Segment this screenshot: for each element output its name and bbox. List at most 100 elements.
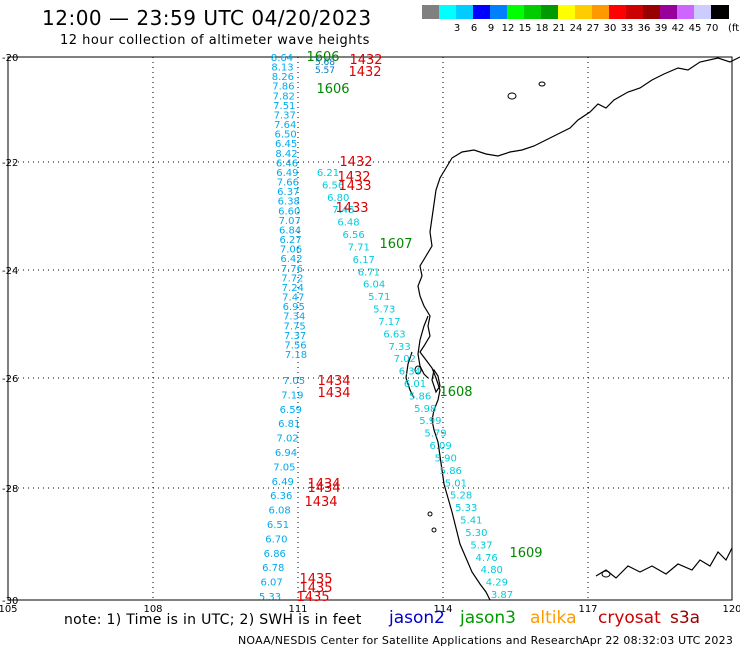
swh-value: 5.90 <box>435 454 457 465</box>
swh-value: 6.42 <box>280 254 302 265</box>
note-text: note: 1) Time is in UTC; 2) SWH is in fe… <box>64 612 362 628</box>
scale-label: 15 <box>518 23 532 34</box>
pass-time-jason3: 1608 <box>439 385 472 400</box>
swh-value: 6.49 <box>272 477 294 488</box>
scale-label: 12 <box>501 23 515 34</box>
wave-height-observations: 8.648.138.267.867.827.517.377.646.506.45… <box>259 50 543 605</box>
pass-time-cryosat: 1432 <box>337 170 370 185</box>
latitude-label: -30 <box>2 596 18 607</box>
pass-time-cryosat: 1432 <box>348 65 381 80</box>
swh-value: 6.50 <box>274 130 296 141</box>
swh-value: 6.70 <box>265 534 287 545</box>
swh-value: 3.87 <box>491 590 513 601</box>
swh-value: 6.08 <box>268 506 290 517</box>
shark-bay-peninsula <box>417 315 429 379</box>
scale-swatch <box>592 5 610 19</box>
swh-value: 8.64 <box>271 53 293 64</box>
swh-value: 7.17 <box>378 317 400 328</box>
swh-value: 6.81 <box>278 419 300 430</box>
map-title: 12:00 — 23:59 UTC 04/20/2023 <box>42 6 372 30</box>
swh-value: 6.56 <box>322 180 344 191</box>
pass-time-jason3: 1606 <box>316 82 349 97</box>
longitude-label: 114 <box>433 604 452 615</box>
legend-jason3: jason3 <box>460 608 516 628</box>
legend-altika: altika <box>530 608 577 628</box>
legend-jason2: jason2 <box>389 608 445 628</box>
pass-time-jason3: 1609 <box>509 546 542 561</box>
island-4 <box>431 527 437 533</box>
swh-value: 7.02 <box>276 434 298 445</box>
latitude-label: -28 <box>2 484 18 495</box>
swh-value: 6.84 <box>279 226 301 237</box>
swh-value: 5.41 <box>460 516 482 527</box>
swh-value: 7.82 <box>273 91 295 102</box>
scale-swatch <box>490 5 508 19</box>
swh-value: 5.33 <box>259 592 281 603</box>
scale-label: 27 <box>586 23 600 34</box>
scale-swatch <box>524 5 542 19</box>
swh-value: 7.47 <box>282 293 304 304</box>
swh-value: 7.05 <box>283 376 305 387</box>
scale-label: 18 <box>535 23 549 34</box>
map-gridlines <box>8 57 732 600</box>
swh-value: 6.80 <box>327 193 349 204</box>
scale-swatch <box>643 5 661 19</box>
scale-swatch <box>422 5 440 19</box>
peron-peninsula <box>431 368 441 394</box>
swh-value: 5.86 <box>440 466 462 477</box>
swh-value: 5.73 <box>373 305 395 316</box>
pass-time-jason3: 1607 <box>379 237 412 252</box>
swh-value: 5.98 <box>414 404 436 415</box>
pass-time-cryosat: 1434 <box>317 386 350 401</box>
southern-coast-bay <box>595 547 733 579</box>
swh-value: 5.30 <box>465 528 487 539</box>
swh-value: 7.24 <box>282 283 304 294</box>
swh-value: 5.37 <box>470 540 492 551</box>
swh-value: 7.34 <box>283 312 305 323</box>
scale-label: 9 <box>487 23 495 34</box>
swh-value: 6.71 <box>358 267 380 278</box>
swh-value: 7.75 <box>283 321 305 332</box>
swh-value: 6.86 <box>264 549 286 560</box>
swh-value: 8.26 <box>272 72 294 83</box>
scale-swatch <box>575 5 593 19</box>
swh-value: 6.21 <box>317 168 339 179</box>
swh-value: 4.76 <box>475 553 497 564</box>
scale-swatch <box>677 5 695 19</box>
scale-label: 3 <box>453 23 461 34</box>
longitude-label: 120 <box>722 604 740 615</box>
scale-label: 6 <box>470 23 478 34</box>
longitude-label: 117 <box>578 604 597 615</box>
latitude-label: -26 <box>2 374 18 385</box>
longitude-label: 105 <box>0 604 18 615</box>
scale-swatch <box>439 5 457 19</box>
latitude-label: -22 <box>2 158 18 169</box>
pass-time-cryosat: 1433 <box>338 179 371 194</box>
swh-value: 6.60 <box>278 206 300 217</box>
scale-label: 45 <box>688 23 702 34</box>
longitude-label: 111 <box>288 604 307 615</box>
island-2 <box>538 81 546 87</box>
scale-label: 33 <box>620 23 634 34</box>
scale-swatch <box>558 5 576 19</box>
swh-value: 6.34 <box>399 367 421 378</box>
pass-time-cryosat: 1432 <box>339 155 372 170</box>
swh-value: 6.45 <box>275 139 297 150</box>
swh-value: 7.71 <box>348 243 370 254</box>
swh-value: 6.09 <box>429 441 451 452</box>
scale-label: 36 <box>637 23 651 34</box>
scale-swatch <box>456 5 474 19</box>
latitude-label: -20 <box>2 53 18 64</box>
island-5 <box>414 365 422 375</box>
pass-time-cryosat: 1432 <box>349 53 382 68</box>
swh-value: 5.01 <box>445 478 467 489</box>
latitude-label: -24 <box>2 266 18 277</box>
swh-value: 6.48 <box>337 218 359 229</box>
swh-value: 6.37 <box>277 187 299 198</box>
swh-value: 6.46 <box>276 158 298 169</box>
swh-value: 4.29 <box>486 578 508 589</box>
pass-time-cryosat: 1434 <box>304 495 337 510</box>
swh-value: 6.17 <box>353 255 375 266</box>
scale-swatch <box>541 5 559 19</box>
